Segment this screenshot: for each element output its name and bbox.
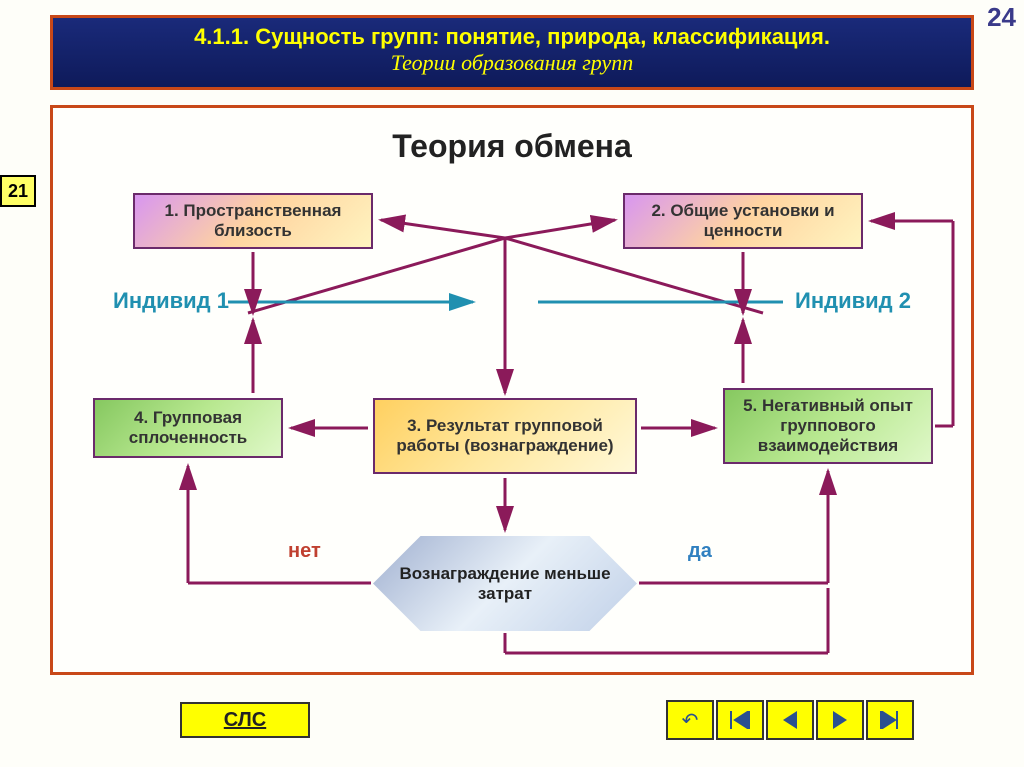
box-2: 2. Общие установки и ценности — [623, 193, 863, 249]
decision-hexagon: Вознаграждение меньше затрат — [373, 536, 637, 631]
no-label: нет — [288, 540, 321, 563]
box-4: 4. Групповая сплоченность — [93, 398, 283, 458]
page-number: 24 — [987, 2, 1016, 33]
header-subtitle: Теории образования групп — [73, 50, 951, 76]
diagram-panel: Теория обмена 1. Пространственная близос… — [50, 105, 974, 675]
decision-text: Вознаграждение меньше затрат — [373, 536, 637, 631]
box-3: 3. Результат групповой работы (вознаграж… — [373, 398, 637, 474]
nav-next-icon[interactable] — [816, 700, 864, 740]
nav-first-icon[interactable] — [716, 700, 764, 740]
header-title: 4.1.1. Сущность групп: понятие, природа,… — [73, 24, 951, 50]
individ-2-label: Индивид 2 — [795, 288, 911, 314]
individ-1-label: Индивид 1 — [113, 288, 229, 314]
box-5: 5. Негативный опыт группового взаимодейс… — [723, 388, 933, 464]
slide-header: 4.1.1. Сущность групп: понятие, природа,… — [50, 15, 974, 90]
nav-bar: СЛС ↶ — [50, 698, 974, 742]
box-1: 1. Пространственная близость — [133, 193, 373, 249]
side-tab[interactable]: 21 — [0, 175, 36, 207]
sls-button[interactable]: СЛС — [180, 702, 310, 738]
diagram-title: Теория обмена — [53, 128, 971, 165]
nav-icons: ↶ — [666, 700, 914, 740]
nav-return-icon[interactable]: ↶ — [666, 700, 714, 740]
nav-prev-icon[interactable] — [766, 700, 814, 740]
nav-last-icon[interactable] — [866, 700, 914, 740]
yes-label: да — [688, 540, 712, 563]
